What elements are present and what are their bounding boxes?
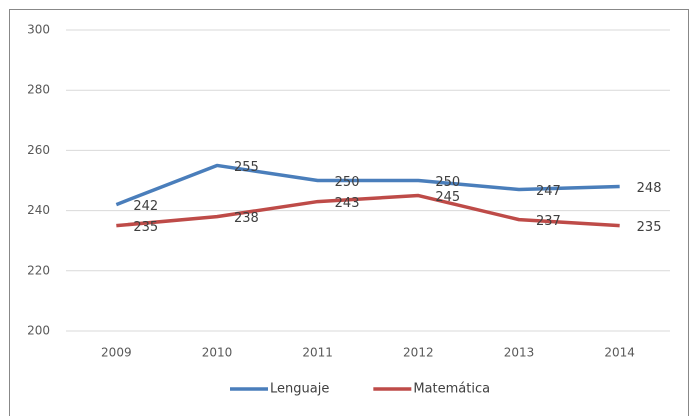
data-label: 237 bbox=[536, 214, 561, 229]
series-line bbox=[116, 193, 620, 228]
y-tick-label: 220 bbox=[27, 263, 50, 277]
data-label: 248 bbox=[637, 181, 662, 196]
data-label: 245 bbox=[435, 190, 460, 205]
data-label: 247 bbox=[536, 184, 561, 199]
y-tick-label: 200 bbox=[27, 324, 50, 338]
x-tick-label: 2012 bbox=[403, 346, 434, 360]
data-label: 238 bbox=[234, 211, 259, 226]
series-line bbox=[115, 163, 620, 207]
data-label: 235 bbox=[133, 220, 158, 235]
chart-border bbox=[9, 9, 689, 416]
data-label: 250 bbox=[435, 175, 460, 190]
data-label: 243 bbox=[335, 196, 360, 211]
data-label: 235 bbox=[637, 220, 662, 235]
legend-label: Lenguaje bbox=[270, 382, 329, 397]
y-tick-label: 260 bbox=[27, 143, 50, 157]
y-tick-label: 280 bbox=[27, 83, 50, 97]
x-tick-label: 2010 bbox=[202, 346, 233, 360]
x-tick-label: 2009 bbox=[101, 346, 132, 360]
legend-label: Matemática bbox=[413, 382, 490, 397]
data-label: 250 bbox=[335, 175, 360, 190]
data-label: 255 bbox=[234, 160, 259, 175]
y-tick-label: 300 bbox=[27, 23, 50, 37]
data-label: 242 bbox=[133, 199, 158, 214]
x-tick-label: 2014 bbox=[604, 346, 635, 360]
x-tick-label: 2013 bbox=[504, 346, 535, 360]
x-tick-label: 2011 bbox=[302, 346, 333, 360]
y-tick-label: 240 bbox=[27, 203, 50, 217]
